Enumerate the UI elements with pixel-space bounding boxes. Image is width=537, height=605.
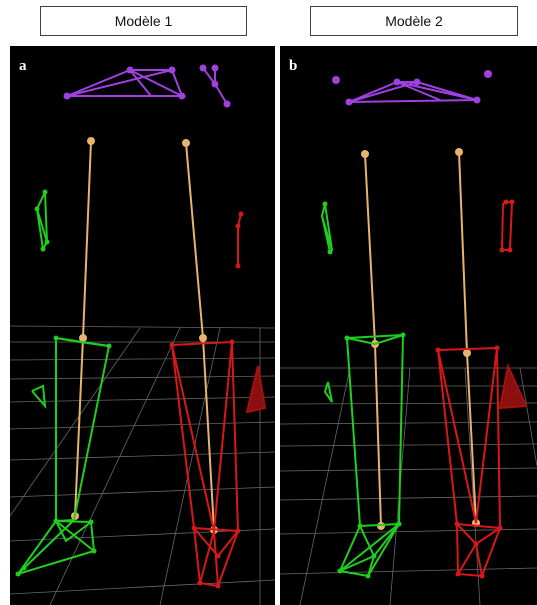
panel-a-label: a: [19, 58, 27, 74]
model-1-title: Modèle 1: [114, 13, 173, 29]
model-2-title: Modèle 2: [385, 13, 443, 29]
panel-b-scene: [280, 70, 537, 605]
panel-b: b: [280, 46, 537, 605]
right-limb-markers: [435, 199, 528, 579]
left-limb-markers: [320, 201, 406, 579]
skeleton-bones: [71, 137, 218, 534]
panel-a: a: [10, 46, 275, 605]
left-limb-markers: [15, 189, 112, 577]
model-2-title-box: Modèle 2: [310, 6, 518, 36]
head-markers: [63, 64, 231, 108]
floor-grid: [10, 325, 275, 605]
model-1-title-box: Modèle 1: [40, 6, 247, 36]
panel-b-label: b: [289, 58, 298, 74]
skeleton-bones: [361, 148, 480, 530]
right-limb-markers: [169, 211, 267, 589]
panel-a-scene: [10, 64, 275, 605]
head-markers: [332, 70, 492, 106]
